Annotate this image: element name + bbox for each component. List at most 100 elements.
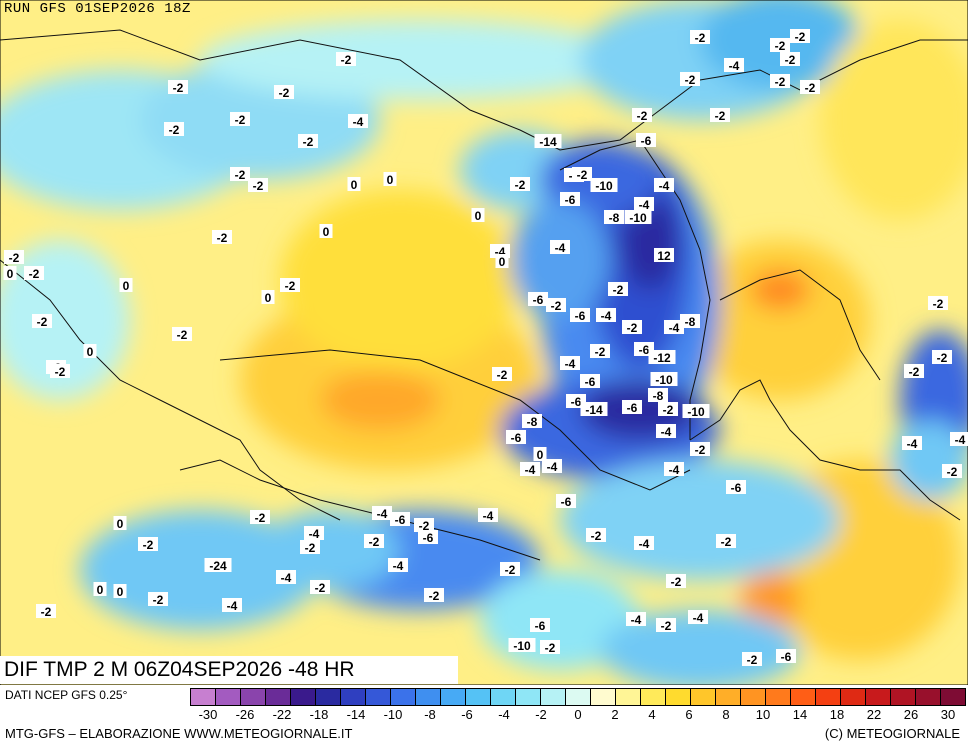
scale-tick-label: -6: [461, 707, 473, 722]
isotherm-label: -6: [726, 480, 746, 495]
isotherm-label: 0: [533, 447, 547, 462]
scale-tick-label: 4: [648, 707, 656, 722]
isotherm-label: -2: [280, 278, 300, 293]
scale-swatch: [266, 689, 291, 705]
isotherm-label: -14: [580, 402, 608, 417]
isotherm-label: -6: [390, 512, 410, 527]
svg-text:-4: -4: [639, 537, 650, 551]
isotherm-label: -2: [710, 108, 730, 123]
svg-text:-2: -2: [173, 81, 184, 95]
isotherm-label: 0: [383, 172, 397, 187]
scale-swatch: [316, 689, 341, 705]
isotherm-label: -2: [168, 80, 188, 95]
scale-swatch: [666, 689, 691, 705]
svg-text:-2: -2: [695, 31, 706, 45]
svg-text:-8: -8: [653, 389, 664, 403]
scale-swatch: [916, 689, 941, 705]
svg-text:-14: -14: [539, 135, 557, 149]
scale-swatch: [366, 689, 391, 705]
scale-tick-label: 26: [903, 707, 919, 722]
isotherm-label: 12: [654, 248, 674, 263]
scale-swatch: [866, 689, 891, 705]
svg-text:-2: -2: [41, 605, 52, 619]
isotherm-labels: -2-2-2-2-2-2-4-2-2-2000-2-200-20-2-20-2-…: [3, 29, 968, 667]
svg-text:-4: -4: [227, 599, 238, 613]
svg-text:-2: -2: [341, 53, 352, 67]
isotherm-label: -2: [770, 74, 790, 89]
isotherm-label: -10: [682, 404, 710, 419]
color-scale: [190, 688, 966, 706]
isotherm-label: -2: [690, 442, 710, 457]
svg-text:-2: -2: [577, 168, 588, 182]
isotherm-label: -2: [800, 80, 820, 95]
isotherm-label: -2: [770, 38, 790, 53]
svg-text:-10: -10: [687, 405, 705, 419]
scale-tick-label: 30: [940, 707, 956, 722]
field-title: DIF TMP 2 M 06Z04SEP2026 -48 HR: [0, 656, 458, 684]
isotherm-label: -4: [372, 506, 392, 521]
isotherm-label: -2: [546, 298, 566, 313]
svg-text:-2: -2: [747, 653, 758, 667]
isotherm-label: -2: [32, 314, 52, 329]
scale-swatch: [241, 689, 266, 705]
svg-text:-4: -4: [281, 571, 292, 585]
svg-text:-10: -10: [629, 211, 647, 225]
isotherm-label: -2: [742, 652, 762, 667]
isotherm-label: -4: [550, 240, 570, 255]
svg-text:-2: -2: [551, 299, 562, 313]
isotherm-label: -4: [560, 356, 580, 371]
scale-tick-label: -4: [498, 707, 510, 722]
isotherm-label: -4: [656, 424, 676, 439]
svg-text:-6: -6: [395, 513, 406, 527]
svg-text:-2: -2: [695, 443, 706, 457]
svg-text:-8: -8: [527, 415, 538, 429]
svg-text:-2: -2: [515, 178, 526, 192]
svg-text:0: 0: [97, 583, 104, 597]
svg-text:-6: -6: [535, 619, 546, 633]
scale-tick-label: -2: [535, 707, 547, 722]
svg-text:-2: -2: [627, 321, 638, 335]
scale-swatch: [766, 689, 791, 705]
svg-text:-4: -4: [525, 463, 536, 477]
svg-text:-2: -2: [613, 283, 624, 297]
isotherm-label: -2: [4, 250, 24, 265]
svg-text:-6: -6: [511, 431, 522, 445]
svg-text:0: 0: [117, 517, 124, 531]
svg-text:-6: -6: [423, 531, 434, 545]
isotherm-label: -2: [904, 364, 924, 379]
svg-text:-24: -24: [209, 559, 227, 573]
svg-text:-4: -4: [907, 437, 918, 451]
svg-text:0: 0: [87, 345, 94, 359]
scale-tick-label: 18: [829, 707, 845, 722]
isotherm-label: -2: [138, 537, 158, 552]
svg-text:-2: -2: [235, 168, 246, 182]
svg-text:-10: -10: [655, 373, 673, 387]
svg-text:-2: -2: [153, 593, 164, 607]
svg-text:-2: -2: [685, 73, 696, 87]
svg-text:-4: -4: [639, 198, 650, 212]
scale-swatch: [741, 689, 766, 705]
isotherm-label: -4: [348, 114, 368, 129]
scale-swatch: [891, 689, 916, 705]
svg-text:-6: -6: [575, 309, 586, 323]
scale-tick-label: -26: [235, 707, 255, 722]
svg-text:-2: -2: [29, 267, 40, 281]
isotherm-label: -10: [508, 638, 536, 653]
isotherm-label: -4: [478, 508, 498, 523]
scale-swatch: [341, 689, 366, 705]
isotherm-label: -2: [780, 52, 800, 67]
isotherm-label: -2: [942, 464, 962, 479]
scale-swatch: [641, 689, 666, 705]
scale-tick-label: -22: [272, 707, 292, 722]
svg-text:-2: -2: [795, 30, 806, 44]
isotherm-label: -2: [164, 122, 184, 137]
isotherm-label: 0: [113, 584, 127, 599]
scale-swatch: [491, 689, 516, 705]
svg-text:-6: -6: [627, 401, 638, 415]
svg-text:-2: -2: [663, 403, 674, 417]
svg-text:-6: -6: [781, 650, 792, 664]
isotherm-label: -8: [604, 210, 624, 225]
svg-text:-12: -12: [653, 351, 671, 365]
isotherm-label: -2: [50, 364, 70, 379]
isotherm-label: -2: [632, 108, 652, 123]
